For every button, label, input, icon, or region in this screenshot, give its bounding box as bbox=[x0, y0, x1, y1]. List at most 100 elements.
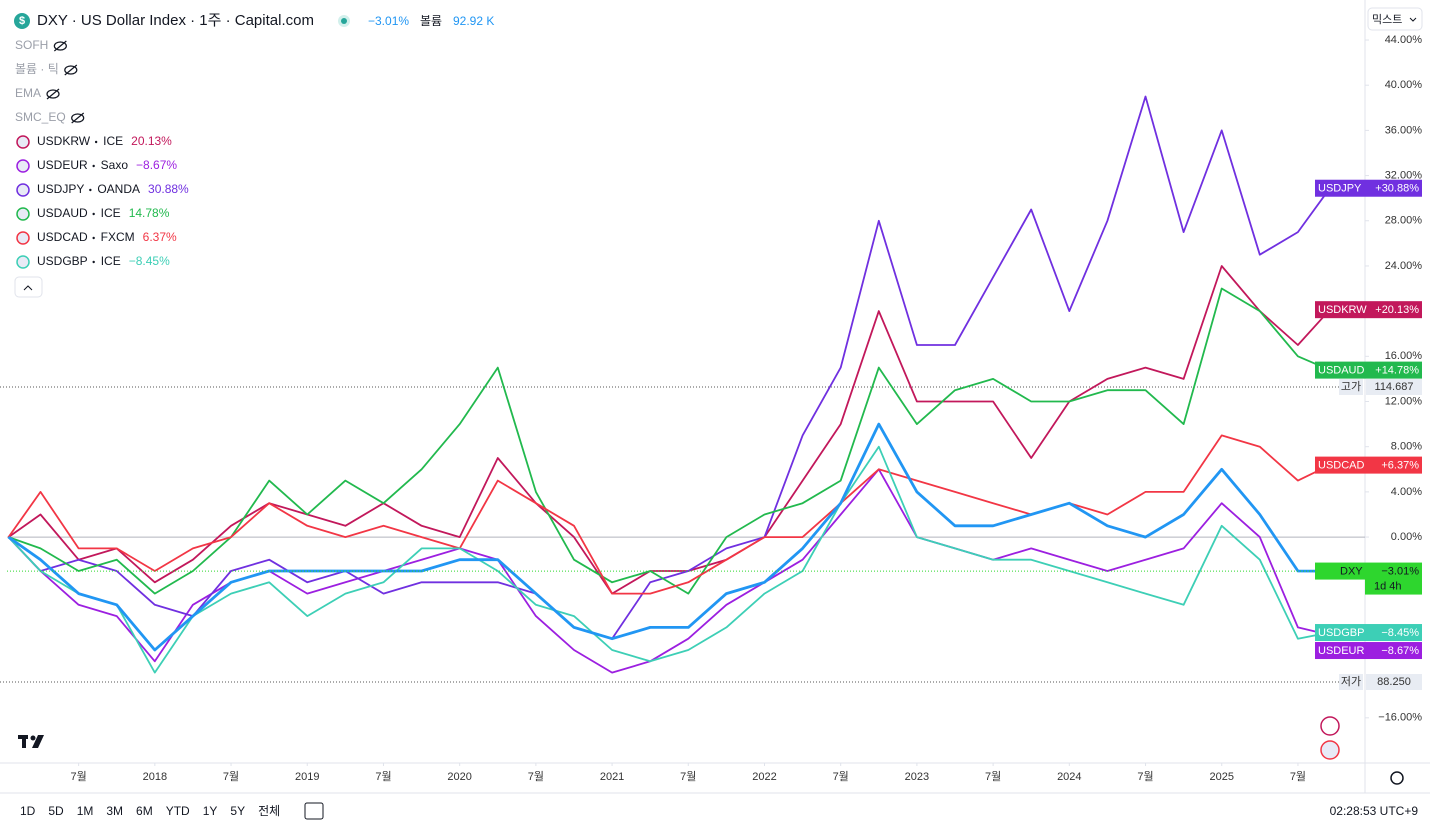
collapse-icon bbox=[23, 285, 33, 291]
range-button[interactable]: 6M bbox=[136, 804, 153, 818]
y-tick-label: 32.00% bbox=[1385, 169, 1423, 181]
legend-name: USDGBP bbox=[37, 254, 88, 268]
legend-value: 6.37% bbox=[143, 230, 177, 244]
symbol-icon bbox=[14, 13, 30, 29]
flag-icon[interactable] bbox=[1320, 740, 1340, 760]
range-button[interactable]: 5Y bbox=[230, 804, 245, 818]
range-button[interactable]: YTD bbox=[166, 804, 190, 818]
legend-value: 30.88% bbox=[148, 182, 189, 196]
high-label-bg bbox=[1339, 379, 1363, 395]
series-line bbox=[7, 422, 1330, 652]
legend-value: −8.45% bbox=[129, 254, 170, 268]
logo-part bbox=[30, 735, 36, 741]
legend-separator bbox=[92, 164, 95, 168]
series-badge-value bbox=[1365, 456, 1422, 474]
x-tick-label: 2018 bbox=[143, 771, 167, 783]
date-range-icon[interactable] bbox=[304, 802, 324, 820]
scale-mode: 믹스트 bbox=[1372, 13, 1402, 26]
legend-value: −8.67% bbox=[136, 158, 177, 172]
legend-icon bbox=[16, 207, 30, 221]
legend-name: USDEUR bbox=[37, 158, 88, 172]
legend-entry: USDGBP ICE −8.45% bbox=[37, 254, 170, 268]
x-tick-label: 7월 bbox=[680, 770, 696, 783]
indicator-name: SOFH bbox=[15, 38, 48, 52]
series-badge-value bbox=[1365, 179, 1422, 197]
series-line bbox=[7, 445, 1331, 674]
legend-source: ICE bbox=[101, 254, 121, 268]
legend-separator bbox=[92, 236, 95, 240]
x-tick-label: 7월 bbox=[528, 770, 544, 783]
x-tick-label: 7월 bbox=[1290, 770, 1306, 783]
legend-name: USDCAD bbox=[37, 230, 88, 244]
legend-entry: USDKRW ICE 20.13% bbox=[37, 134, 172, 148]
series-badge bbox=[1315, 642, 1365, 660]
logo-part bbox=[32, 735, 44, 748]
legend-entry: USDAUD ICE 14.78% bbox=[37, 206, 170, 220]
range-button[interactable]: 5D bbox=[48, 804, 64, 818]
badge-name: USDGBP bbox=[1318, 627, 1364, 639]
x-tick-label: 7월 bbox=[1137, 770, 1153, 783]
badge-name: USDAUD bbox=[1318, 365, 1365, 377]
x-tick-label: 7월 bbox=[223, 770, 239, 783]
series-line bbox=[7, 95, 1331, 640]
legend-separator bbox=[94, 140, 98, 144]
range-button[interactable]: 1M bbox=[77, 804, 94, 818]
y-tick-label: 8.00% bbox=[1391, 441, 1422, 453]
series-line bbox=[8, 287, 1331, 595]
badge-name: USDCAD bbox=[1318, 460, 1365, 472]
tradingview-logo[interactable] bbox=[18, 735, 44, 748]
series-badge bbox=[1315, 179, 1365, 197]
legend-icon bbox=[16, 231, 30, 245]
symbol-icon-text: $ bbox=[19, 15, 25, 27]
hidden-icon bbox=[64, 65, 78, 75]
x-tick-label: 7월 bbox=[833, 770, 849, 783]
series-badge bbox=[1315, 301, 1365, 319]
range-button[interactable]: 1Y bbox=[203, 804, 218, 818]
legend-entry: USDCAD FXCM 6.37% bbox=[37, 230, 177, 244]
y-tick-label: 36.00% bbox=[1385, 124, 1423, 136]
series-badge-value bbox=[1365, 301, 1422, 319]
x-tick-label: 2019 bbox=[295, 771, 319, 783]
x-tick-label: 2020 bbox=[447, 771, 471, 783]
y-tick-label: 0.00% bbox=[1391, 531, 1422, 543]
series-badge bbox=[1315, 624, 1365, 642]
badge-value: −3.01% bbox=[1381, 565, 1419, 577]
legend-entry: USDJPY OANDA 30.88% bbox=[37, 182, 189, 196]
chart-title[interactable]: DXY · US Dollar Index · 1주 · Capital.com bbox=[37, 12, 314, 29]
x-tick-label: 2022 bbox=[752, 771, 776, 783]
series-badge-value bbox=[1365, 624, 1422, 642]
badge-value: +14.78% bbox=[1375, 365, 1419, 377]
legend-value: 20.13% bbox=[131, 134, 172, 148]
legend-value: 14.78% bbox=[129, 206, 170, 220]
scale-mode-button[interactable] bbox=[1367, 7, 1423, 31]
series-badge-value bbox=[1365, 642, 1422, 660]
indicator-name: 볼륨 · 틱 bbox=[15, 62, 59, 76]
hidden-icon bbox=[53, 41, 67, 51]
market-status-dot bbox=[341, 18, 347, 24]
clock: 02:28:53 UTC+9 bbox=[1330, 804, 1419, 818]
badge-value: +30.88% bbox=[1375, 183, 1419, 195]
volume-label: 볼륨 bbox=[420, 14, 442, 28]
high-value-bg bbox=[1366, 379, 1422, 395]
legend-separator bbox=[92, 212, 95, 216]
events-icon[interactable] bbox=[1320, 716, 1340, 736]
low-label: 저가 bbox=[1341, 675, 1361, 688]
series-line bbox=[7, 265, 1331, 595]
badge-value: +20.13% bbox=[1375, 304, 1419, 316]
x-tick-label: 2024 bbox=[1057, 771, 1081, 783]
range-button[interactable]: 1D bbox=[20, 804, 36, 818]
badge-name: DXY bbox=[1340, 565, 1363, 577]
legend-source: ICE bbox=[101, 206, 121, 220]
volume-value: 92.92 K bbox=[453, 14, 494, 28]
badge-value: −8.67% bbox=[1381, 645, 1419, 657]
settings-icon[interactable] bbox=[1390, 771, 1404, 785]
y-tick-label: 16.00% bbox=[1385, 350, 1423, 362]
hidden-icon-slash bbox=[71, 112, 85, 124]
logo-part bbox=[22, 735, 26, 748]
low-value: 88.250 bbox=[1377, 676, 1411, 688]
range-button[interactable]: 3M bbox=[106, 804, 123, 818]
range-button[interactable]: 전체 bbox=[258, 804, 280, 818]
y-tick-label: 40.00% bbox=[1385, 79, 1423, 91]
y-tick-label: −16.00% bbox=[1378, 712, 1422, 724]
high-value: 114.687 bbox=[1375, 381, 1414, 393]
